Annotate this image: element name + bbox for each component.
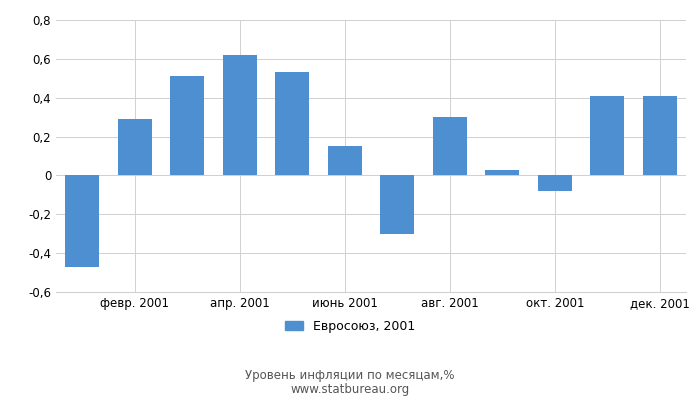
Text: Уровень инфляции по месяцам,%: Уровень инфляции по месяцам,%	[245, 370, 455, 382]
Bar	[538, 176, 572, 191]
Bar	[643, 96, 677, 176]
Bar	[485, 170, 519, 176]
Bar	[380, 176, 414, 234]
Bar	[328, 146, 362, 176]
Bar	[170, 76, 204, 176]
Bar	[433, 117, 467, 176]
Legend: Евросоюз, 2001: Евросоюз, 2001	[279, 315, 421, 338]
Bar	[223, 55, 257, 176]
Text: www.statbureau.org: www.statbureau.org	[290, 384, 410, 396]
Bar	[275, 72, 309, 176]
Bar	[118, 119, 152, 176]
Bar	[65, 176, 99, 267]
Bar	[590, 96, 624, 176]
